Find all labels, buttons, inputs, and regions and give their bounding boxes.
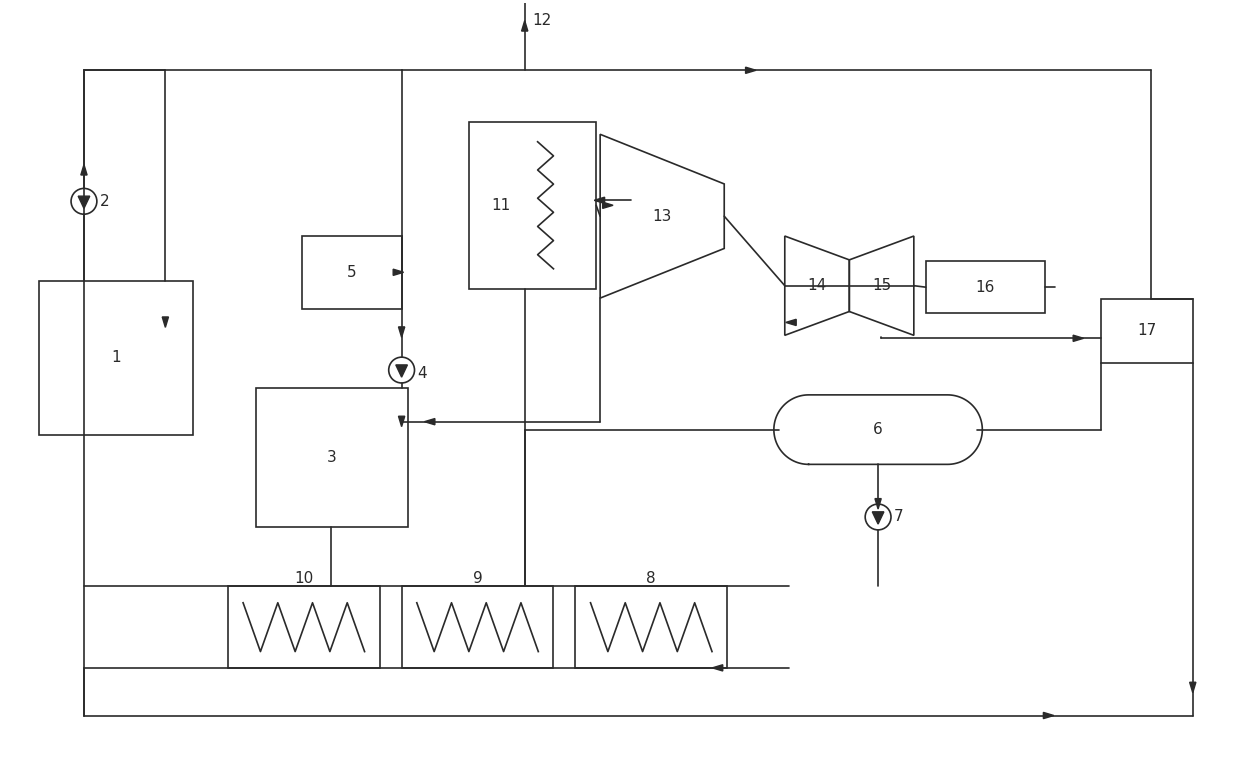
Bar [926, 261, 1045, 313]
Text: 14: 14 [807, 278, 827, 293]
Text: 11: 11 [491, 198, 510, 213]
Text: 16: 16 [976, 279, 994, 294]
Polygon shape [1189, 682, 1195, 693]
Text: 10: 10 [294, 571, 314, 586]
Text: 17: 17 [1137, 323, 1157, 338]
Polygon shape [745, 67, 756, 73]
Polygon shape [594, 197, 605, 204]
Text: 15: 15 [872, 278, 892, 293]
Text: 4: 4 [418, 366, 427, 381]
Polygon shape [78, 196, 89, 208]
Text: 5: 5 [347, 265, 357, 280]
Polygon shape [424, 419, 435, 425]
Bar [255, 388, 408, 527]
Text: 6: 6 [873, 422, 883, 437]
Polygon shape [522, 20, 528, 31]
Text: 1: 1 [112, 350, 122, 365]
Polygon shape [872, 512, 884, 524]
Text: 12: 12 [533, 13, 552, 28]
Text: 13: 13 [652, 209, 672, 224]
Polygon shape [1073, 335, 1084, 341]
Polygon shape [396, 365, 408, 377]
Text: 9: 9 [472, 571, 482, 586]
Polygon shape [81, 164, 87, 175]
Polygon shape [393, 269, 403, 276]
Bar [40, 281, 193, 435]
Polygon shape [786, 319, 796, 326]
Bar [1101, 298, 1193, 363]
Polygon shape [398, 327, 404, 338]
Bar [228, 587, 379, 668]
Bar [575, 587, 727, 668]
Polygon shape [1043, 712, 1054, 718]
Text: 8: 8 [646, 571, 656, 586]
Polygon shape [712, 665, 723, 671]
Bar [303, 236, 402, 309]
Polygon shape [875, 499, 882, 509]
Polygon shape [162, 317, 169, 327]
Text: 2: 2 [100, 194, 109, 209]
Text: 7: 7 [894, 509, 904, 525]
Polygon shape [603, 202, 613, 208]
Bar [469, 122, 596, 288]
Bar [402, 587, 553, 668]
Polygon shape [398, 416, 404, 427]
Text: 3: 3 [327, 450, 336, 465]
